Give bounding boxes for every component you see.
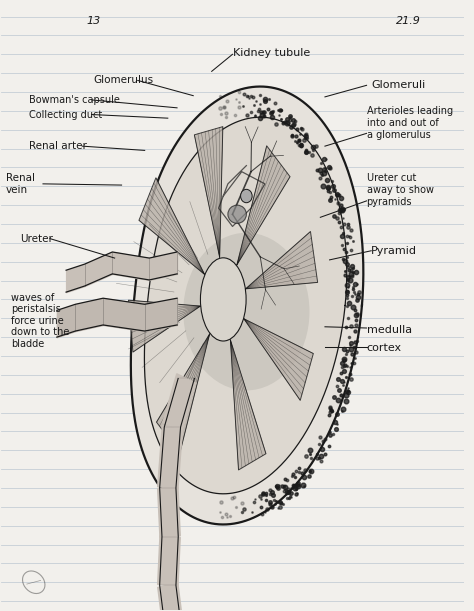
Text: Pyramid: Pyramid [371, 246, 417, 256]
Polygon shape [230, 340, 266, 470]
Text: Renal
vein: Renal vein [6, 173, 35, 195]
Text: 13: 13 [87, 16, 101, 26]
Text: Kidney tubule: Kidney tubule [233, 48, 310, 58]
Text: Glomerulus: Glomerulus [94, 75, 154, 86]
Text: Bowman's capsule: Bowman's capsule [29, 95, 120, 105]
Text: Ureter cut
away to show
pyramids: Ureter cut away to show pyramids [366, 174, 434, 207]
Polygon shape [194, 126, 223, 257]
Text: Arterioles leading
into and out of
a glomerulus: Arterioles leading into and out of a glo… [366, 106, 453, 140]
Polygon shape [128, 300, 201, 352]
Polygon shape [163, 374, 196, 432]
Polygon shape [139, 178, 205, 274]
Polygon shape [158, 536, 180, 586]
Polygon shape [158, 426, 182, 489]
Polygon shape [246, 232, 318, 289]
Polygon shape [244, 319, 313, 400]
Text: Glomeruli: Glomeruli [371, 80, 426, 90]
Polygon shape [158, 487, 180, 538]
Polygon shape [158, 583, 182, 611]
Text: 21.9: 21.9 [396, 16, 420, 26]
Ellipse shape [201, 258, 246, 341]
Polygon shape [145, 117, 347, 494]
Ellipse shape [228, 205, 246, 224]
Text: Collecting duct: Collecting duct [29, 109, 102, 120]
Ellipse shape [183, 233, 310, 390]
Polygon shape [237, 146, 290, 265]
Polygon shape [156, 334, 210, 453]
Text: Ureter: Ureter [20, 233, 53, 244]
Text: medulla: medulla [366, 325, 412, 335]
Text: Renal arter: Renal arter [29, 141, 87, 151]
Text: cortex: cortex [366, 343, 401, 353]
Ellipse shape [241, 189, 252, 203]
Text: waves of
peristalsis
force urine
down to the
bladde: waves of peristalsis force urine down to… [10, 293, 69, 349]
Polygon shape [131, 87, 364, 524]
